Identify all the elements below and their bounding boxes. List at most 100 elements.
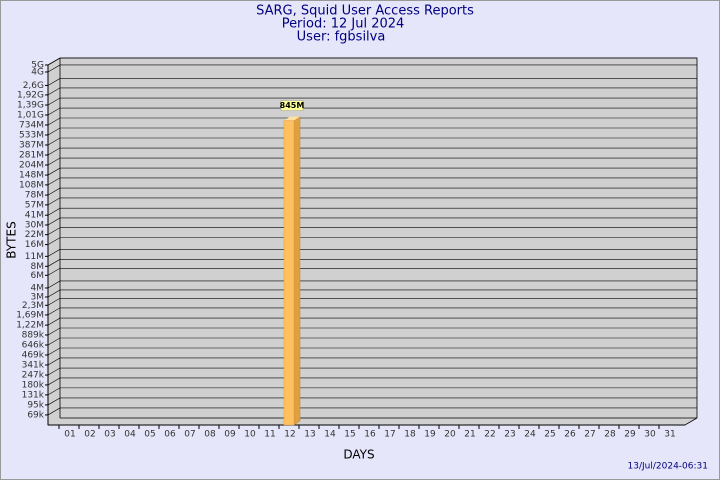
y-tick-label: 2,6G [23, 81, 44, 91]
x-tick-label: 29 [624, 430, 636, 440]
x-tick-label: 22 [484, 430, 495, 440]
grid-line [47, 227, 697, 235]
y-tick-label: 69k [27, 410, 44, 420]
y-tick-label: 41M [25, 211, 44, 221]
y-tick-label: 3M [31, 292, 45, 302]
grid-line [47, 397, 697, 406]
y-tick-label: 247k [22, 371, 45, 381]
x-tick-label: 14 [324, 430, 336, 440]
y-tick-label: 57M [25, 200, 44, 210]
y-tick-label: 108M [19, 180, 44, 190]
x-tick-label: 13 [304, 430, 315, 440]
x-tick-label: 10 [244, 430, 256, 440]
y-tick-label: 341k [22, 360, 45, 370]
y-axis-label: BYTES [5, 221, 19, 258]
grid-line [47, 327, 697, 336]
grid-line [47, 78, 697, 86]
x-tick-label: 12 [284, 430, 295, 440]
grid-line [47, 217, 697, 226]
x-tick-label: 09 [224, 430, 236, 440]
grid-line [47, 259, 697, 267]
y-tick-label: 5G [31, 61, 44, 71]
footer: 13/Jul/2024-06:31 [628, 462, 708, 472]
y-tick-label: 387M [19, 141, 44, 151]
grid-line [47, 97, 697, 106]
x-tick-label: 08 [204, 430, 216, 440]
grid-line [47, 317, 697, 326]
x-tick-label: 31 [664, 430, 675, 440]
y-tick-label: 2,3M [22, 301, 44, 311]
grid-line [47, 377, 697, 386]
x-tick-label: 11 [264, 430, 275, 440]
x-tick-label: 19 [424, 430, 436, 440]
y-tick-label: 95k [27, 400, 44, 410]
grid-line [47, 289, 697, 298]
grid-line [47, 64, 697, 73]
x-tick-label: 01 [64, 430, 75, 440]
subtitle: User: fgbsilva [297, 30, 386, 45]
grid-line [47, 137, 697, 146]
y-tick-label: 889k [22, 331, 45, 341]
bar-side [293, 116, 301, 426]
y-tick-label: 180k [22, 380, 45, 390]
x-tick-label: 26 [564, 430, 576, 440]
x-tick-label: 03 [104, 430, 115, 440]
x-tick-label: 25 [544, 430, 555, 440]
value-label: 845M [280, 101, 305, 110]
grid-line [47, 197, 697, 206]
y-tick-label: 131k [22, 390, 45, 400]
x-tick-label: 16 [364, 430, 376, 440]
y-tick-label: 734M [19, 120, 44, 130]
grid-line [47, 337, 697, 346]
y-tick-label: 1,01G [17, 111, 44, 121]
grid-line [47, 267, 697, 276]
grid-line [47, 387, 697, 396]
y-tick-label: 1,39G [17, 101, 44, 111]
x-axis-label: DAYS [343, 448, 374, 462]
y-tick-label: 4M [31, 283, 45, 293]
y-tick-label: 469k [22, 351, 45, 361]
grid-line [47, 249, 697, 257]
bar [283, 120, 295, 426]
subtitle: Period: 12 Jul 2024 [282, 17, 405, 32]
x-tick-label: 21 [464, 430, 475, 440]
y-tick-label: 30M [25, 220, 44, 230]
grid-line [47, 280, 697, 289]
y-tick-label: 1,92G [17, 90, 44, 100]
x-tick-label: 24 [524, 430, 536, 440]
y-tick-label: 1,69M [16, 310, 44, 320]
x-tick-label: 17 [384, 430, 395, 440]
grid-line [47, 177, 697, 186]
grid-line [47, 167, 697, 176]
grid-line [47, 367, 697, 376]
y-tick-label: 646k [22, 340, 45, 350]
grid-line [47, 147, 697, 156]
x-tick-label: 28 [604, 430, 616, 440]
x-tick-label: 30 [644, 430, 656, 440]
grid-line [47, 107, 697, 116]
x-tick-label: 02 [84, 430, 95, 440]
grid-line [47, 87, 697, 96]
x-tick-label: 04 [124, 430, 136, 440]
y-tick-label: 6M [31, 271, 45, 281]
y-tick-label: 533M [19, 131, 44, 141]
x-tick-label: 06 [164, 430, 176, 440]
y-tick-label: 148M [19, 171, 44, 181]
grid-line [47, 347, 697, 356]
y-tick-label: 22M [25, 230, 44, 240]
grid-line [47, 207, 697, 216]
grid-line [47, 157, 697, 166]
grid-line [47, 297, 697, 306]
grid-line [47, 127, 697, 136]
value-label-box [280, 100, 304, 111]
x-tick-label: 07 [184, 430, 195, 440]
x-tick-label: 05 [144, 430, 155, 440]
grid-line [47, 237, 697, 245]
chart-title: SARG, Squid User Access Reports [256, 4, 474, 19]
x-tick-label: 15 [344, 430, 355, 440]
y-tick-label: 78M [25, 191, 44, 201]
bar-top [284, 116, 300, 121]
x-tick-label: 18 [404, 430, 416, 440]
y-tick-label: 8M [31, 262, 45, 272]
